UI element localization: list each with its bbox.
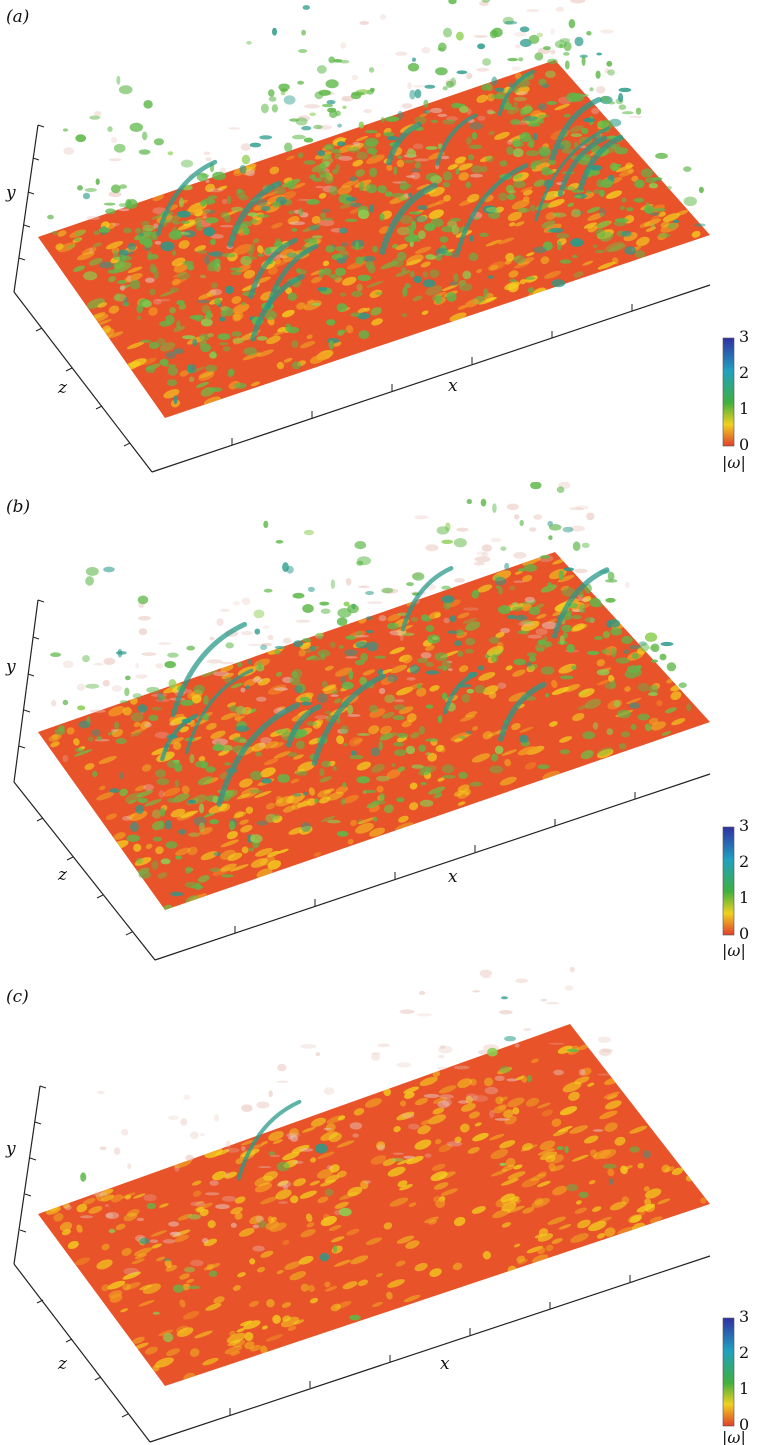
colorbar-gradient <box>722 337 735 447</box>
colorbar-tick-2: 2 <box>739 363 749 382</box>
z-axis-line <box>13 1263 151 1443</box>
colorbar-tick-1: 1 <box>739 1379 749 1398</box>
z-axis-label: z <box>57 1354 68 1374</box>
axis-ticks <box>19 1085 631 1418</box>
colorbar-label: |ω| <box>722 941 746 960</box>
colorbar-tick-3: 3 <box>739 816 749 835</box>
y-axis-line <box>13 124 39 293</box>
x-axis-label: x <box>440 1354 450 1374</box>
panel-a: (a) y z x 0 1 2 3 |ω| <box>0 0 763 482</box>
panel-b-figure: (b) y z x 0 1 2 3 |ω| <box>5 482 749 961</box>
wall-surface <box>38 1024 710 1386</box>
colorbar: 0 1 2 3 |ω| <box>722 816 749 960</box>
colorbar-tick-3: 3 <box>739 1307 749 1326</box>
x-axis-line <box>149 1255 711 1443</box>
colorbar-gradient <box>722 826 735 936</box>
colorbar-tick-1: 1 <box>739 888 749 907</box>
z-axis-line <box>13 781 156 961</box>
axes-frame <box>13 1085 711 1443</box>
z-axis-line <box>13 291 153 473</box>
colorbar-label: |ω| <box>722 1428 746 1445</box>
z-axis-label: z <box>57 378 68 398</box>
y-axis-label: y <box>5 657 16 677</box>
x-axis-line <box>154 773 711 961</box>
colorbar: 0 1 2 3 |ω| <box>722 1307 749 1445</box>
colorbar-tick-3: 3 <box>739 327 749 346</box>
panel-b: (b) y z x 0 1 2 3 |ω| <box>0 482 763 964</box>
colorbar-tick-1: 1 <box>739 399 749 418</box>
surface-texture <box>48 557 686 910</box>
surface-texture <box>45 1043 707 1383</box>
x-axis-label: x <box>448 867 458 887</box>
colorbar-gradient <box>722 1317 735 1427</box>
axis-ticks <box>18 599 636 936</box>
colorbar: 0 1 2 3 |ω| <box>722 327 749 472</box>
vortex-structures <box>64 966 651 1343</box>
y-axis-line <box>13 1085 41 1265</box>
axes-frame <box>13 599 711 961</box>
panel-c: (c) y z x 0 1 2 3 |ω| <box>0 964 763 1445</box>
panel-c-figure: (c) y z x 0 1 2 3 |ω| <box>5 966 749 1445</box>
panel-label: (c) <box>6 987 29 1007</box>
axis-ticks <box>18 124 633 447</box>
y-axis-label: y <box>5 183 16 203</box>
y-axis-line <box>13 599 39 783</box>
colorbar-tick-2: 2 <box>739 852 749 871</box>
colorbar-tick-0: 0 <box>739 435 749 454</box>
colorbar-tick-0: 0 <box>739 1415 749 1434</box>
colorbar-tick-0: 0 <box>739 924 749 943</box>
vortex-structures <box>50 482 692 897</box>
panel-label: (b) <box>6 497 30 517</box>
colorbar-tick-2: 2 <box>739 1343 749 1362</box>
panel-a-figure: (a) y z x 0 1 2 3 |ω| <box>5 0 749 473</box>
x-axis-line <box>151 284 711 473</box>
y-axis-label: y <box>5 1139 16 1159</box>
z-axis-label: z <box>57 865 68 885</box>
colorbar-label: |ω| <box>722 453 746 472</box>
vortex-structures <box>47 0 706 405</box>
x-axis-label: x <box>448 376 458 396</box>
panel-label: (a) <box>6 7 29 27</box>
axes-frame <box>13 124 711 473</box>
surface-texture <box>55 72 701 408</box>
